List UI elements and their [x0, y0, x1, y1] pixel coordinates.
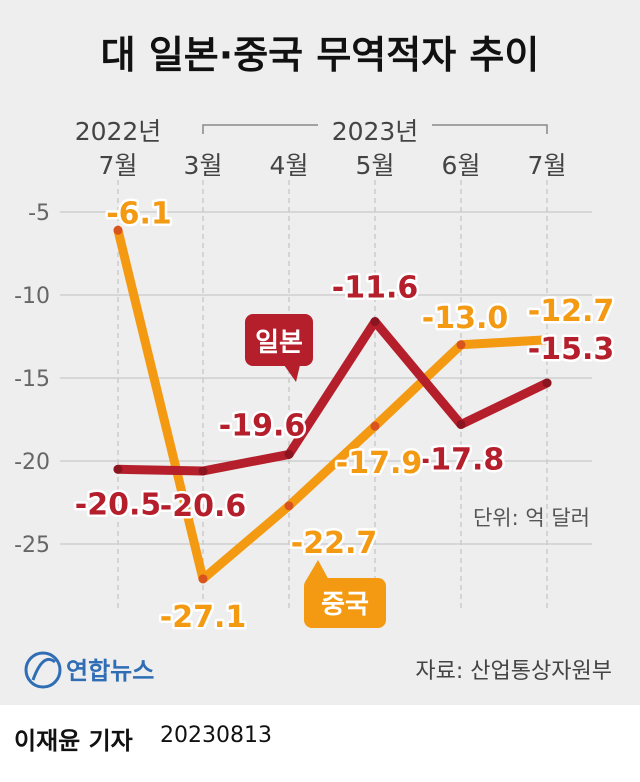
footer: 이재윤 기자 20230813 [0, 705, 640, 782]
series-tag-japan-pointer [284, 365, 300, 382]
data-label-china: -12.7 [528, 294, 614, 329]
data-label-china: -13.0 [422, 301, 508, 336]
data-label-japan: -20.6 [160, 489, 246, 524]
x-tick-label: 7월 [528, 151, 567, 180]
logo-text: 연합뉴스 [66, 657, 154, 685]
data-point-japan [198, 466, 208, 476]
data-label-china: -27.1 [160, 600, 246, 635]
data-point-china [542, 335, 552, 345]
chart-svg: 대 일본·중국 무역적자 추이 2022년 2023년 7월 3월 4월 5월 6월 7월 -5 -… [14, 33, 617, 689]
series-tag-china-pointer [305, 560, 330, 582]
data-label-japan: -15.3 [528, 332, 614, 367]
data-label-japan: -20.5 [75, 487, 161, 522]
data-label-china: -22.7 [291, 526, 377, 561]
data-point-japan [542, 378, 552, 388]
x-tick-label: 6월 [442, 151, 481, 180]
data-label-japan: -19.6 [219, 408, 305, 443]
x-tick-label: 5월 [356, 151, 395, 180]
source-note: 자료: 산업통상자원부 [415, 659, 612, 684]
chart-card: 대 일본·중국 무역적자 추이 2022년 2023년 7월 3월 4월 5월 6월 7월 -5 -… [0, 0, 640, 705]
data-label-japan: -17.8 [418, 442, 504, 477]
x-tick-label: 7월 [99, 151, 138, 180]
data-point-china [456, 340, 466, 350]
data-label-japan: -11.6 [332, 271, 418, 306]
data-point-japan [284, 449, 294, 459]
data-label-china: -17.9 [336, 446, 422, 481]
y-tick-label: -25 [14, 533, 50, 558]
y-tick-label: -5 [28, 201, 50, 226]
series-line-japan [113, 317, 552, 476]
logo-icon-swoosh [31, 657, 56, 681]
data-point-china [113, 225, 123, 235]
data-point-japan [370, 317, 380, 327]
year-bracket-left [202, 124, 318, 134]
series-line-china [113, 225, 552, 584]
series-tag-china-box [304, 578, 386, 628]
y-tick-label: -10 [14, 284, 50, 309]
year-bracket-right [432, 124, 548, 134]
y-tick-label: -15 [14, 367, 50, 392]
date: 20230813 [160, 723, 272, 748]
year-label-2023: 2023년 [332, 117, 419, 146]
data-point-china [284, 501, 294, 511]
x-tick-label: 4월 [270, 151, 309, 180]
series-tag-japan-box [245, 314, 313, 366]
data-point-china [370, 421, 380, 431]
x-tick-label: 3월 [184, 151, 223, 180]
data-point-japan [113, 464, 123, 474]
byline: 이재윤 기자 [14, 727, 133, 755]
chart-title: 대 일본·중국 무역적자 추이 [101, 33, 540, 77]
series-tag-japan-label: 일본 [255, 328, 303, 358]
year-label-2022: 2022년 [75, 117, 162, 146]
data-label-china: -6.1 [106, 196, 172, 231]
data-point-japan [456, 419, 466, 429]
series-tag-china-label: 중국 [321, 590, 369, 620]
y-tick-label: -20 [14, 450, 50, 475]
data-point-china [198, 574, 208, 584]
logo-icon [24, 651, 62, 689]
unit-note: 단위: 억 달러 [473, 506, 590, 530]
